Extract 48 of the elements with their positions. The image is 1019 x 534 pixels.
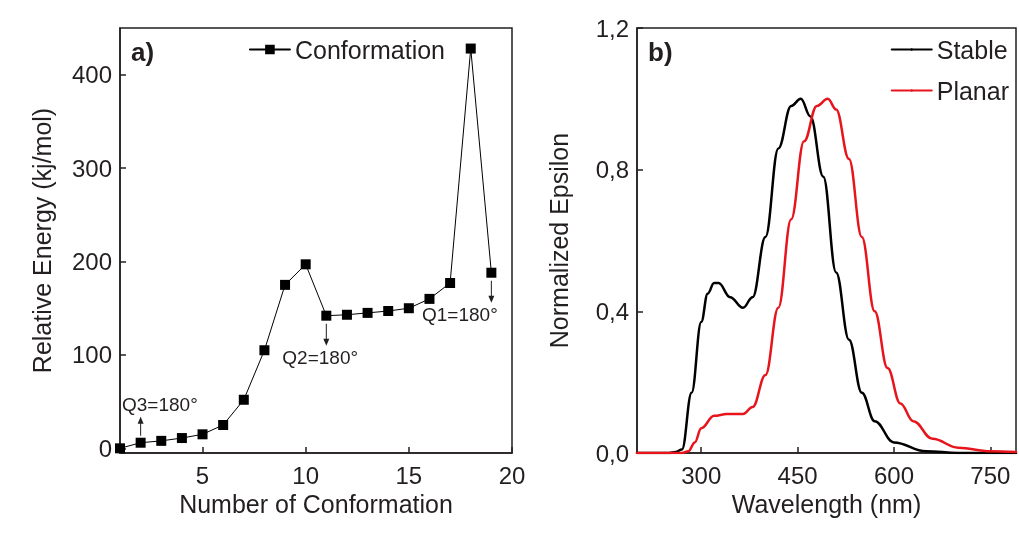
point bbox=[445, 278, 456, 288]
y-tick-label: 0,8 bbox=[595, 156, 629, 184]
y-tick-label: 0,4 bbox=[595, 297, 629, 325]
x-tick-label: 20 bbox=[498, 461, 526, 489]
y-tick-label: 200 bbox=[71, 248, 112, 276]
point bbox=[156, 435, 167, 446]
point bbox=[383, 306, 394, 317]
x-tick-label: 750 bbox=[970, 461, 1011, 489]
y-tick-label: 300 bbox=[71, 154, 112, 182]
y-axis-title: Normalized Epsilon bbox=[544, 132, 573, 349]
chart-title: b) bbox=[648, 37, 673, 67]
x-tick-label: 600 bbox=[873, 461, 914, 489]
x-tick-label: 300 bbox=[681, 461, 722, 489]
point bbox=[362, 307, 373, 318]
legend-label: Conformation bbox=[294, 35, 445, 64]
point bbox=[115, 443, 125, 454]
x-tick-label: 10 bbox=[292, 461, 320, 489]
point bbox=[238, 394, 249, 405]
point bbox=[300, 259, 311, 270]
legend-label: Planar bbox=[936, 76, 1009, 105]
x-axis-title: Number of Conformation bbox=[179, 490, 453, 519]
chart-title: a) bbox=[131, 37, 155, 67]
x-tick-label: 15 bbox=[395, 461, 423, 489]
y-tick-label: 400 bbox=[71, 61, 112, 89]
x-tick-label: 5 bbox=[195, 461, 210, 489]
x-axis-title: Wavelength (nm) bbox=[731, 490, 922, 519]
y-tick-label: 0,0 bbox=[595, 439, 629, 467]
point bbox=[135, 437, 146, 448]
point bbox=[341, 309, 352, 320]
point bbox=[259, 345, 270, 356]
y-axis-title: Relative Energy (kj/mol) bbox=[27, 107, 56, 374]
x-tick-label: 450 bbox=[777, 461, 818, 489]
point bbox=[176, 433, 187, 444]
point bbox=[321, 310, 332, 321]
point bbox=[465, 43, 476, 54]
point bbox=[486, 267, 497, 278]
point bbox=[197, 429, 208, 440]
point bbox=[280, 279, 291, 290]
y-tick-label: 0 bbox=[98, 434, 112, 462]
point bbox=[403, 303, 414, 314]
point bbox=[424, 293, 435, 304]
point bbox=[218, 419, 229, 430]
annotation: Q3=180° bbox=[122, 393, 198, 415]
annotation: Q2=180° bbox=[282, 346, 359, 368]
annotation: Q1=180° bbox=[422, 303, 498, 325]
y-tick-label: 100 bbox=[71, 341, 112, 369]
y-tick-label: 1,2 bbox=[595, 14, 629, 42]
legend-label: Stable bbox=[936, 35, 1008, 64]
